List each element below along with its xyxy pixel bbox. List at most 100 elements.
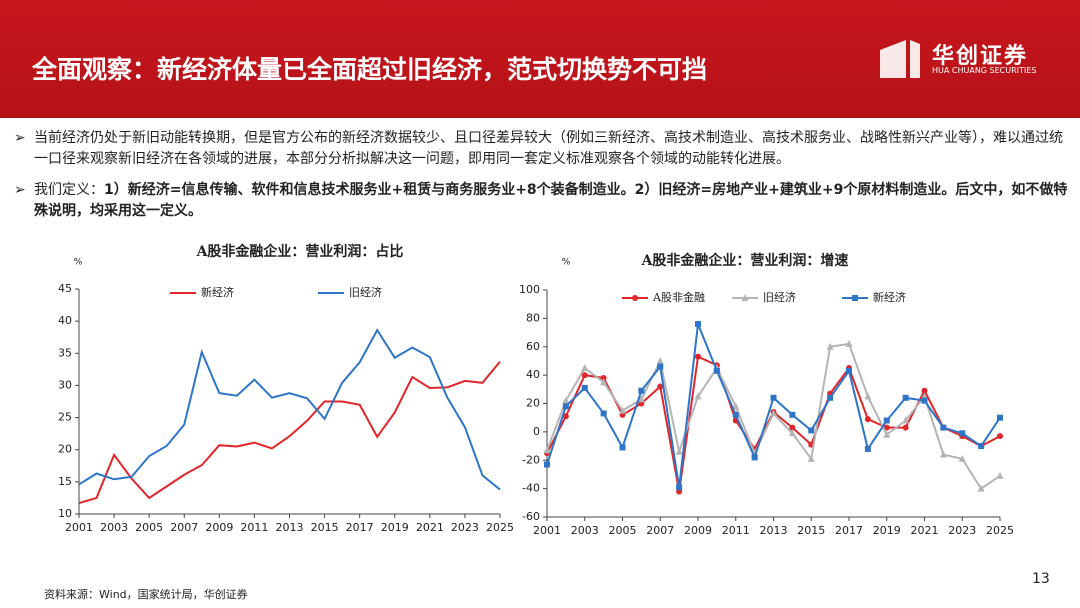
x-tick-label: 2007: [646, 524, 674, 537]
marker: [619, 406, 626, 414]
x-tick-label: 2023: [451, 521, 479, 534]
chart-title: A股非金融企业：营业利润：增速: [641, 252, 849, 269]
marker: [562, 413, 569, 420]
marker: [921, 392, 928, 400]
marker: [770, 394, 777, 401]
legend-label: 新经济: [201, 285, 234, 299]
y-tick-label: -60: [522, 510, 540, 523]
marker: [977, 484, 985, 492]
marker: [883, 424, 890, 431]
x-tick-label: 2009: [684, 524, 712, 537]
y-tick-label: 20: [526, 397, 540, 410]
marker: [789, 424, 796, 431]
y-tick-label: 0: [533, 425, 540, 438]
marker: [939, 450, 947, 458]
y-tick-label: 80: [526, 311, 540, 324]
source: 资料来源：Wind，国家统计局，华创证券: [44, 588, 248, 601]
x-tick-label: 2011: [722, 524, 750, 537]
legend-label: 旧经济: [763, 290, 796, 304]
marker: [600, 374, 607, 381]
marker: [902, 394, 909, 401]
y-tick-label: 15: [58, 475, 72, 488]
marker: [676, 484, 683, 491]
y-tick-label: 100: [519, 283, 540, 296]
marker: [581, 384, 588, 391]
bullet: 当前经济仍处于新旧动能转换期，但是官方公布的新经济数据较少、且口径差异较大（例如…: [14, 128, 1074, 170]
marker: [997, 414, 1003, 421]
x-tick-label: 2005: [609, 524, 637, 537]
bullet-lead: 我们定义：: [34, 182, 104, 198]
x-tick-label: 2013: [760, 524, 788, 537]
marker: [600, 410, 607, 417]
marker: [581, 364, 589, 372]
x-tick-label: 2021: [416, 521, 444, 534]
x-tick-label: 2023: [948, 524, 976, 537]
marker: [637, 395, 645, 403]
x-tick-label: 2019: [381, 521, 409, 534]
marker: [632, 295, 638, 301]
y-tick-label: 45: [58, 282, 72, 295]
marker: [543, 446, 551, 454]
marker: [600, 378, 608, 386]
marker: [883, 417, 890, 424]
y-tick-label: 20: [58, 443, 72, 456]
marker: [562, 396, 570, 404]
marker: [657, 383, 664, 390]
x-tick-label: 2003: [100, 521, 128, 534]
marker: [751, 454, 758, 461]
x-tick-label: 2025: [486, 521, 514, 534]
marker: [902, 424, 909, 431]
x-tick-label: 2009: [205, 521, 233, 534]
y-unit: %: [74, 258, 83, 268]
legend-label: A股非金融: [652, 290, 705, 304]
marker: [656, 356, 664, 364]
marker: [846, 367, 852, 374]
marker: [808, 427, 815, 434]
x-tick-label: 2005: [135, 521, 163, 534]
marker: [845, 339, 853, 347]
marker: [940, 424, 947, 431]
marker: [807, 454, 815, 462]
marker: [864, 392, 872, 400]
marker: [788, 429, 796, 437]
marker: [959, 430, 966, 437]
marker: [770, 409, 777, 417]
x-tick-label: 2007: [170, 521, 198, 534]
y-tick-label: -40: [522, 482, 540, 495]
marker: [827, 394, 834, 401]
y-tick-label: 25: [58, 411, 72, 424]
series-line: [78, 328, 501, 491]
marker: [883, 430, 891, 438]
marker: [695, 353, 701, 360]
x-tick-label: 2017: [346, 521, 374, 534]
marker: [562, 403, 569, 410]
marker: [581, 372, 588, 379]
y-tick-label: 60: [526, 340, 540, 353]
marker: [732, 411, 739, 418]
marker: [864, 445, 871, 452]
y-tick-label: 35: [58, 346, 72, 359]
marker: [997, 433, 1003, 440]
marker: [852, 295, 858, 301]
x-tick-label: 2019: [873, 524, 901, 537]
marker: [789, 411, 796, 418]
marker: [695, 321, 701, 328]
y-unit: %: [562, 258, 571, 268]
series-line: [546, 355, 1001, 492]
marker: [864, 416, 871, 423]
x-tick-label: 2003: [571, 524, 599, 537]
series-line: [78, 361, 501, 505]
marker: [544, 461, 550, 468]
marker: [732, 402, 740, 410]
marker: [619, 444, 626, 451]
marker: [826, 342, 834, 350]
bullet-text: 当前经济仍处于新旧动能转换期，但是官方公布的新经济数据较少、且口径差异较大（例如…: [34, 130, 1063, 167]
chart-title: A股非金融企业：营业利润：占比: [196, 243, 404, 260]
slide-title: 全面观察：新经济体量已全面超过旧经济，范式切换势不可挡: [32, 55, 708, 84]
legend-label: 新经济: [873, 290, 906, 304]
bullet: 我们定义：1）新经济=信息传输、软件和信息技术服务业+租赁与商务服务业+8个装备…: [14, 180, 1074, 222]
x-tick-label: 2001: [65, 521, 93, 534]
legend-label: 旧经济: [349, 285, 382, 299]
